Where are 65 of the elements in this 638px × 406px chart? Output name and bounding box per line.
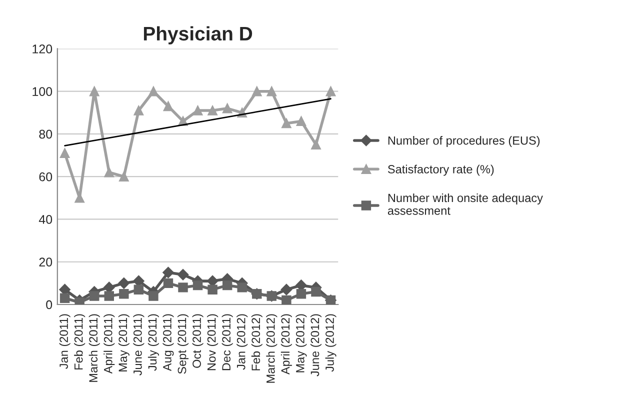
y-tick-label: 80: [39, 130, 52, 139]
x-tick-label: April (2012): [280, 314, 292, 375]
x-tick-label: March (2011): [88, 314, 100, 382]
point: [296, 116, 306, 126]
point: [266, 86, 277, 96]
point: [163, 278, 174, 288]
point: [178, 282, 188, 292]
point: [118, 278, 130, 289]
x-tick-label: Aug (2011): [162, 314, 174, 372]
y-tick-label: 120: [32, 44, 52, 54]
point: [208, 106, 218, 116]
point: [222, 280, 232, 290]
point: [311, 140, 321, 150]
legend-label: Number with onsite adequacy assessment: [388, 193, 543, 215]
point: [119, 288, 129, 299]
point: [311, 286, 321, 297]
point: [89, 291, 100, 301]
x-tick-label: March (2012): [266, 314, 278, 383]
point: [282, 118, 292, 128]
x-tick-label: July (2011): [148, 314, 159, 371]
point: [119, 172, 129, 182]
x-tick-label: Feb (2011): [74, 314, 86, 370]
x-tick-label: April (2011): [104, 314, 115, 374]
point: [222, 104, 232, 114]
point: [162, 266, 174, 278]
legend-label: Satisfactory rate (%): [388, 164, 494, 176]
x-tick-label: June (2011): [133, 314, 144, 376]
y-tick-label: 60: [39, 172, 52, 182]
x-tick-label: Sept (2011): [178, 314, 189, 374]
x-tick-label: Jan (2012): [236, 314, 248, 370]
y-tick-label: 20: [39, 258, 52, 267]
x-tick-label: Nov (2011): [207, 314, 218, 370]
point: [192, 106, 203, 116]
x-tick-label: Oct (2011): [192, 314, 204, 368]
point: [60, 148, 70, 158]
point: [163, 101, 174, 112]
x-tick-label: Feb (2012): [251, 314, 262, 370]
point: [177, 269, 189, 280]
point: [208, 284, 218, 294]
x-tick-label: May (2012): [296, 314, 307, 372]
point: [237, 282, 247, 292]
point: [134, 284, 144, 294]
x-tick-label: July (2012): [325, 314, 336, 372]
point: [134, 106, 144, 116]
point: [192, 280, 203, 290]
chart-title: Physician D: [144, 26, 252, 44]
point: [280, 284, 292, 296]
point: [104, 291, 114, 301]
point: [282, 295, 292, 304]
x-tick-label: Dec (2011): [222, 314, 233, 370]
x-tick-label: June (2012): [310, 314, 322, 376]
y-tick-label: 100: [32, 87, 52, 96]
y-tick-label: 0: [46, 300, 52, 310]
point: [326, 86, 336, 96]
point: [148, 86, 158, 96]
point: [60, 293, 70, 303]
x-tick-label: Jan (2011): [59, 314, 70, 369]
point: [148, 291, 158, 301]
point: [104, 167, 114, 178]
point: [89, 86, 100, 96]
x-tick-label: May (2011): [118, 314, 130, 372]
y-tick-label: 40: [38, 215, 52, 224]
point: [252, 86, 262, 96]
legend-label: Number of procedures (EUS): [388, 136, 540, 148]
point: [296, 288, 306, 299]
